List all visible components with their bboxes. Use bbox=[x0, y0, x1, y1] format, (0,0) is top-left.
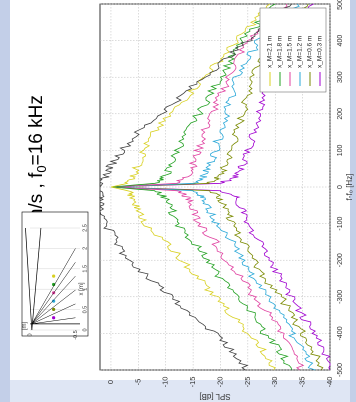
x-axis-label: f-f₀ [Hz] bbox=[345, 174, 354, 201]
inset-x-tick: 0.5 bbox=[82, 306, 88, 314]
x-tick-label: -500 bbox=[337, 363, 344, 377]
inset-y-tick: 0 bbox=[27, 333, 33, 336]
y-axis-label: SPL [dB] bbox=[199, 392, 230, 401]
inset-marker bbox=[52, 307, 56, 312]
x-tick-label: 200 bbox=[337, 108, 344, 120]
right-slide-border bbox=[350, 0, 356, 402]
inset-x-tick-labels: 0 0.5 1 1.5 2 2.5 bbox=[82, 224, 88, 331]
bottom-slide-strip bbox=[10, 380, 350, 402]
inset-x-tick: 2 bbox=[82, 247, 88, 250]
series-line bbox=[110, 3, 276, 371]
x-tick-label: -100 bbox=[337, 216, 344, 230]
legend: x_M=0.3 mx_M=0.6 mx_M=1.2 mx_M=1.5 mx_M=… bbox=[259, 7, 327, 93]
x-tick-label: 0 bbox=[337, 185, 344, 189]
y-tick-label: -40 bbox=[325, 377, 334, 388]
inset-y-tick-labels: 0 -0.5 bbox=[27, 330, 78, 339]
inset-ray bbox=[31, 248, 76, 325]
legend-entry: x_M=0.3 m bbox=[317, 36, 324, 68]
inset-x-tick: 2.5 bbox=[82, 224, 88, 232]
y-tick-label: -20 bbox=[215, 377, 224, 388]
microphone-geometry-inset: 00.511.522.5 0 -0.5 x [m] [m] bbox=[21, 211, 88, 340]
title-frequency-subscript: 0 bbox=[34, 165, 49, 172]
inset-ray bbox=[31, 262, 76, 325]
y-tick-label: -10 bbox=[161, 377, 170, 388]
x-tick-label: 100 bbox=[337, 144, 344, 156]
series-line bbox=[98, 3, 293, 371]
legend-entry: x_M=1.2 m bbox=[297, 36, 304, 68]
x-tick-label: 300 bbox=[337, 71, 344, 83]
x-tick-labels: -500 -400 -300 -200 -100 0 100 200 300 400 500 bbox=[337, 0, 344, 377]
y-tick-label: -35 bbox=[298, 377, 307, 388]
inset-x-tick: 0 bbox=[82, 328, 88, 331]
legend-entry: x_M=2.1 m bbox=[267, 36, 274, 68]
legend-entry: x_M=1.8 m bbox=[277, 36, 284, 68]
inset-x-axis-label: x [m] bbox=[79, 282, 85, 295]
inset-y-axis-label: [m] bbox=[22, 322, 28, 331]
x-tick-label: -200 bbox=[337, 253, 344, 267]
inset-geometry bbox=[25, 227, 80, 331]
x-tick-label: -300 bbox=[337, 290, 344, 304]
legend-box bbox=[259, 7, 327, 93]
y-tick-label: -30 bbox=[270, 377, 279, 388]
x-tick-label: 400 bbox=[337, 35, 344, 47]
inset-ray bbox=[31, 317, 76, 325]
y-tick-label: -25 bbox=[243, 377, 252, 388]
inset-shear-line bbox=[31, 227, 42, 331]
left-slide-border bbox=[0, 0, 10, 402]
inset-ray bbox=[31, 275, 76, 325]
y-tick-labels: 0 -5 -10 -15 -20 -25 -30 -35 -40 bbox=[106, 377, 334, 388]
inset-ray bbox=[31, 303, 76, 325]
inset-x-tick: 1 bbox=[82, 288, 88, 291]
inset-marker bbox=[52, 274, 56, 278]
inset-y-tick: -0.5 bbox=[73, 330, 79, 339]
inset-shear-line bbox=[25, 227, 33, 331]
legend-entry: x_M=1.5 m bbox=[287, 36, 294, 68]
x-tick-label: -400 bbox=[337, 326, 344, 340]
inset-marker bbox=[52, 316, 56, 320]
inset-marker bbox=[52, 299, 56, 303]
y-tick-label: -15 bbox=[188, 377, 197, 388]
inset-marker bbox=[52, 282, 56, 287]
inset-ray bbox=[31, 289, 76, 325]
y-tick-label: 0 bbox=[106, 380, 115, 384]
y-tick-label: -5 bbox=[133, 379, 142, 386]
legend-entry: x_M=0.6 m bbox=[307, 36, 314, 68]
title-frequency-value: =16 kHz bbox=[26, 95, 47, 165]
spectrum-series bbox=[98, 3, 331, 371]
inset-x-tick: 1.5 bbox=[82, 265, 88, 273]
x-tick-label: 500 bbox=[337, 0, 344, 10]
